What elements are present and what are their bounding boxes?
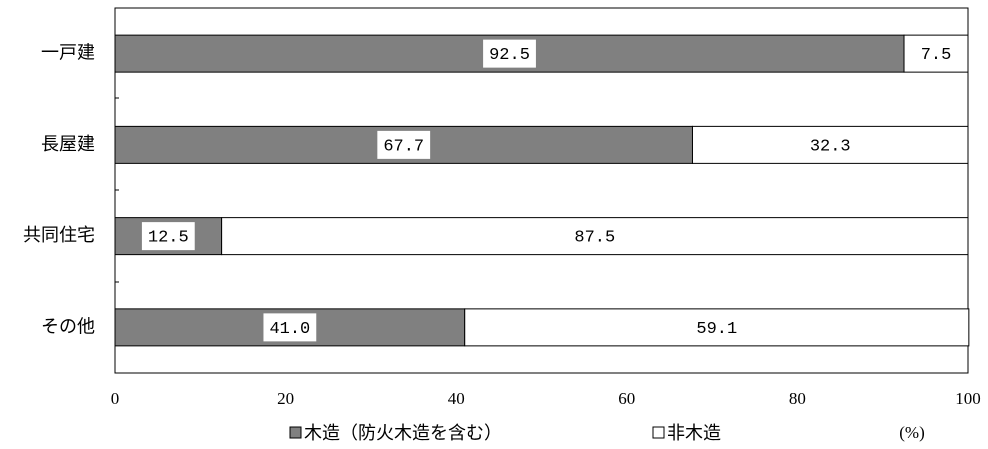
legend-swatch [652, 426, 665, 439]
value-label-box [568, 222, 622, 251]
x-tick-label: 60 [618, 389, 635, 408]
x-tick-label: 100 [955, 389, 981, 408]
legend-label: 木造（防火木造を含む） [304, 423, 502, 444]
x-axis-unit: (%) [899, 423, 924, 442]
x-tick-label: 40 [448, 389, 465, 408]
value-label: 67.7 [383, 137, 424, 156]
value-label-box [803, 130, 857, 159]
value-label: 59.1 [696, 320, 737, 339]
value-label-box [141, 222, 195, 251]
x-tick-label: 20 [277, 389, 294, 408]
value-label-box [377, 130, 431, 159]
category-label: 一戸建 [41, 43, 95, 64]
legend-swatch [289, 426, 302, 439]
legend-label: 非木造 [667, 423, 721, 444]
category-label: その他 [41, 316, 95, 337]
category-label: 長屋建 [41, 134, 95, 155]
value-label: 87.5 [574, 229, 615, 248]
value-label: 92.5 [489, 46, 530, 65]
x-tick-label: 80 [789, 389, 806, 408]
value-label: 7.5 [921, 46, 952, 65]
value-label-box [483, 39, 536, 68]
value-label-box [263, 313, 317, 342]
value-label: 12.5 [148, 229, 189, 248]
x-tick-label: 0 [111, 389, 120, 408]
value-label-box [914, 39, 958, 68]
value-label-box [690, 313, 744, 342]
category-label: 共同住宅 [23, 225, 95, 246]
value-label: 41.0 [269, 320, 310, 339]
value-label: 32.3 [810, 137, 851, 156]
